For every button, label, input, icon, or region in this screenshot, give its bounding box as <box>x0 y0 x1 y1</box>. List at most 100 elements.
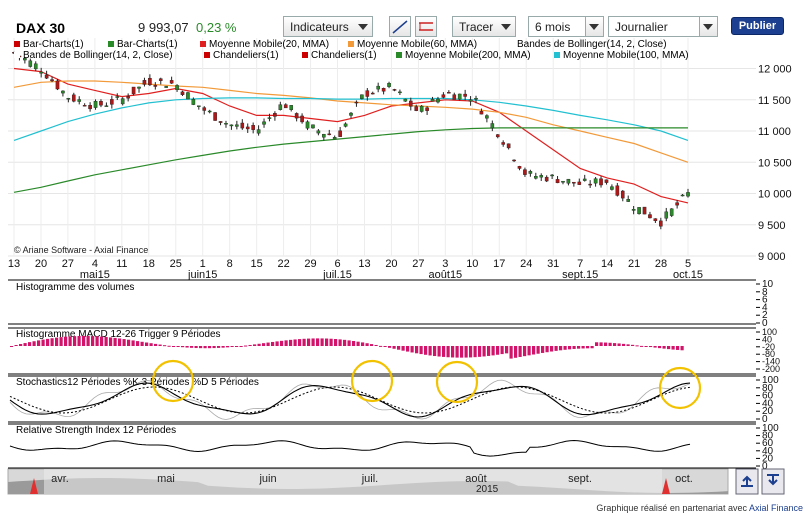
candle-body <box>414 106 419 111</box>
chart-area[interactable]: Bar-Charts(1) Bar-Charts(1) Moyenne Mobile… <box>0 38 811 528</box>
macd-bar <box>46 338 50 346</box>
candle-body <box>197 105 201 107</box>
candle-body <box>354 101 359 104</box>
candle-body <box>468 99 473 102</box>
chevron-down-icon <box>358 24 368 30</box>
macd-bar <box>100 336 104 346</box>
candle-body <box>229 124 234 127</box>
candle-body <box>245 126 250 130</box>
macd-bar <box>586 346 590 349</box>
navigator-right-handle[interactable] <box>662 478 670 494</box>
price-tick-label: 12 000 <box>758 64 792 76</box>
macd-bar <box>572 346 576 349</box>
date-tick-label: 20 <box>385 258 397 270</box>
macd-bar <box>352 340 356 346</box>
date-tick-label: 17 <box>493 258 505 270</box>
navigator-selection[interactable] <box>44 469 662 494</box>
moving-average-line <box>13 80 689 163</box>
macd-bar <box>302 338 306 346</box>
stochastic-k-line <box>9 382 691 418</box>
macd-bar <box>640 345 644 347</box>
macd-bar <box>221 346 225 348</box>
macd-bar <box>527 346 531 356</box>
navigator-month-label: avr. <box>51 473 69 485</box>
macd-bar <box>401 346 405 351</box>
macd-bar <box>617 343 621 346</box>
candle-body <box>82 105 87 107</box>
candle-body <box>169 80 174 84</box>
tracer-dropdown[interactable]: Tracer <box>452 16 516 37</box>
candle-body <box>403 98 408 102</box>
draw-trendline-button[interactable] <box>389 16 411 37</box>
candle-body <box>566 178 571 184</box>
candle-body <box>387 82 391 87</box>
candle-body <box>137 86 141 89</box>
navigator-left-handle[interactable] <box>30 478 38 494</box>
macd-panel: Histogramme MACD 12-26 Trigger 9 Période… <box>8 327 780 375</box>
price-tick-label: 11 000 <box>758 126 791 138</box>
footer-link[interactable]: Axial Finance <box>748 503 803 513</box>
macd-bar <box>316 338 320 346</box>
navigator-month-label: août <box>465 473 486 485</box>
candle-body <box>267 117 272 119</box>
macd-bar <box>226 346 230 348</box>
candle-body <box>669 208 674 216</box>
macd-bar <box>662 346 666 349</box>
macd-bar <box>253 344 257 346</box>
axis-tick-label: 20 <box>762 406 774 417</box>
volume-title: Histogramme des volumes <box>16 282 134 293</box>
macd-bar <box>509 346 513 359</box>
date-tick-label: 15 <box>251 258 263 270</box>
interval-select[interactable]: Journalier <box>608 16 718 37</box>
axis-tick-label: -200 <box>762 364 780 374</box>
highlight-circles <box>151 359 702 410</box>
macd-bar <box>248 344 252 346</box>
macd-bar <box>298 339 302 346</box>
macd-bar <box>109 337 113 346</box>
candle-body <box>191 99 196 105</box>
macd-bar <box>581 346 585 349</box>
axis-tick-label: 100 <box>762 423 779 434</box>
publish-button[interactable]: Publier <box>731 17 784 35</box>
macd-bar <box>320 338 324 346</box>
date-tick-label: 4 <box>92 258 98 270</box>
date-tick-label: 13 <box>8 258 20 270</box>
candle-body <box>240 122 245 129</box>
legend-swatch <box>396 52 402 58</box>
month-label: mai15 <box>80 269 110 281</box>
macd-bar <box>554 346 558 351</box>
macd-bar <box>361 342 365 346</box>
stochastic-title: Stochastics12 Périodes %K 3 Périodes %D … <box>16 377 259 388</box>
draw-horizontal-line-button[interactable] <box>415 16 437 37</box>
candle-body <box>376 85 380 90</box>
indicators-dropdown[interactable]: Indicateurs <box>283 16 373 37</box>
highlight-circle <box>350 359 394 403</box>
macd-bar <box>10 346 14 347</box>
macd-bar <box>428 346 432 356</box>
price-tick-label: 9 000 <box>758 251 786 263</box>
macd-bar <box>388 346 392 348</box>
candle-body <box>120 98 125 105</box>
candle-body <box>452 94 457 100</box>
date-tick-label: 28 <box>655 258 667 270</box>
macd-bar <box>608 342 612 346</box>
legend-swatch <box>14 52 20 58</box>
candle-body <box>642 206 647 215</box>
time-navigator[interactable]: avr. mai juin juil. août sept. oct. 2015 <box>7 468 729 495</box>
candle-body <box>653 218 658 222</box>
candle-body <box>327 133 332 136</box>
date-tick-label: 22 <box>277 258 289 270</box>
candle-body <box>93 101 98 108</box>
macd-bar <box>496 346 500 355</box>
macd-bar <box>50 338 54 346</box>
period-select[interactable]: 6 mois <box>528 16 604 37</box>
macd-bar <box>541 346 545 353</box>
candle-body <box>441 94 446 98</box>
candle-body <box>620 190 625 199</box>
moving-average-line <box>13 127 688 193</box>
highlight-circle <box>658 366 702 410</box>
candle-body <box>180 91 185 95</box>
macd-bar <box>419 346 423 355</box>
